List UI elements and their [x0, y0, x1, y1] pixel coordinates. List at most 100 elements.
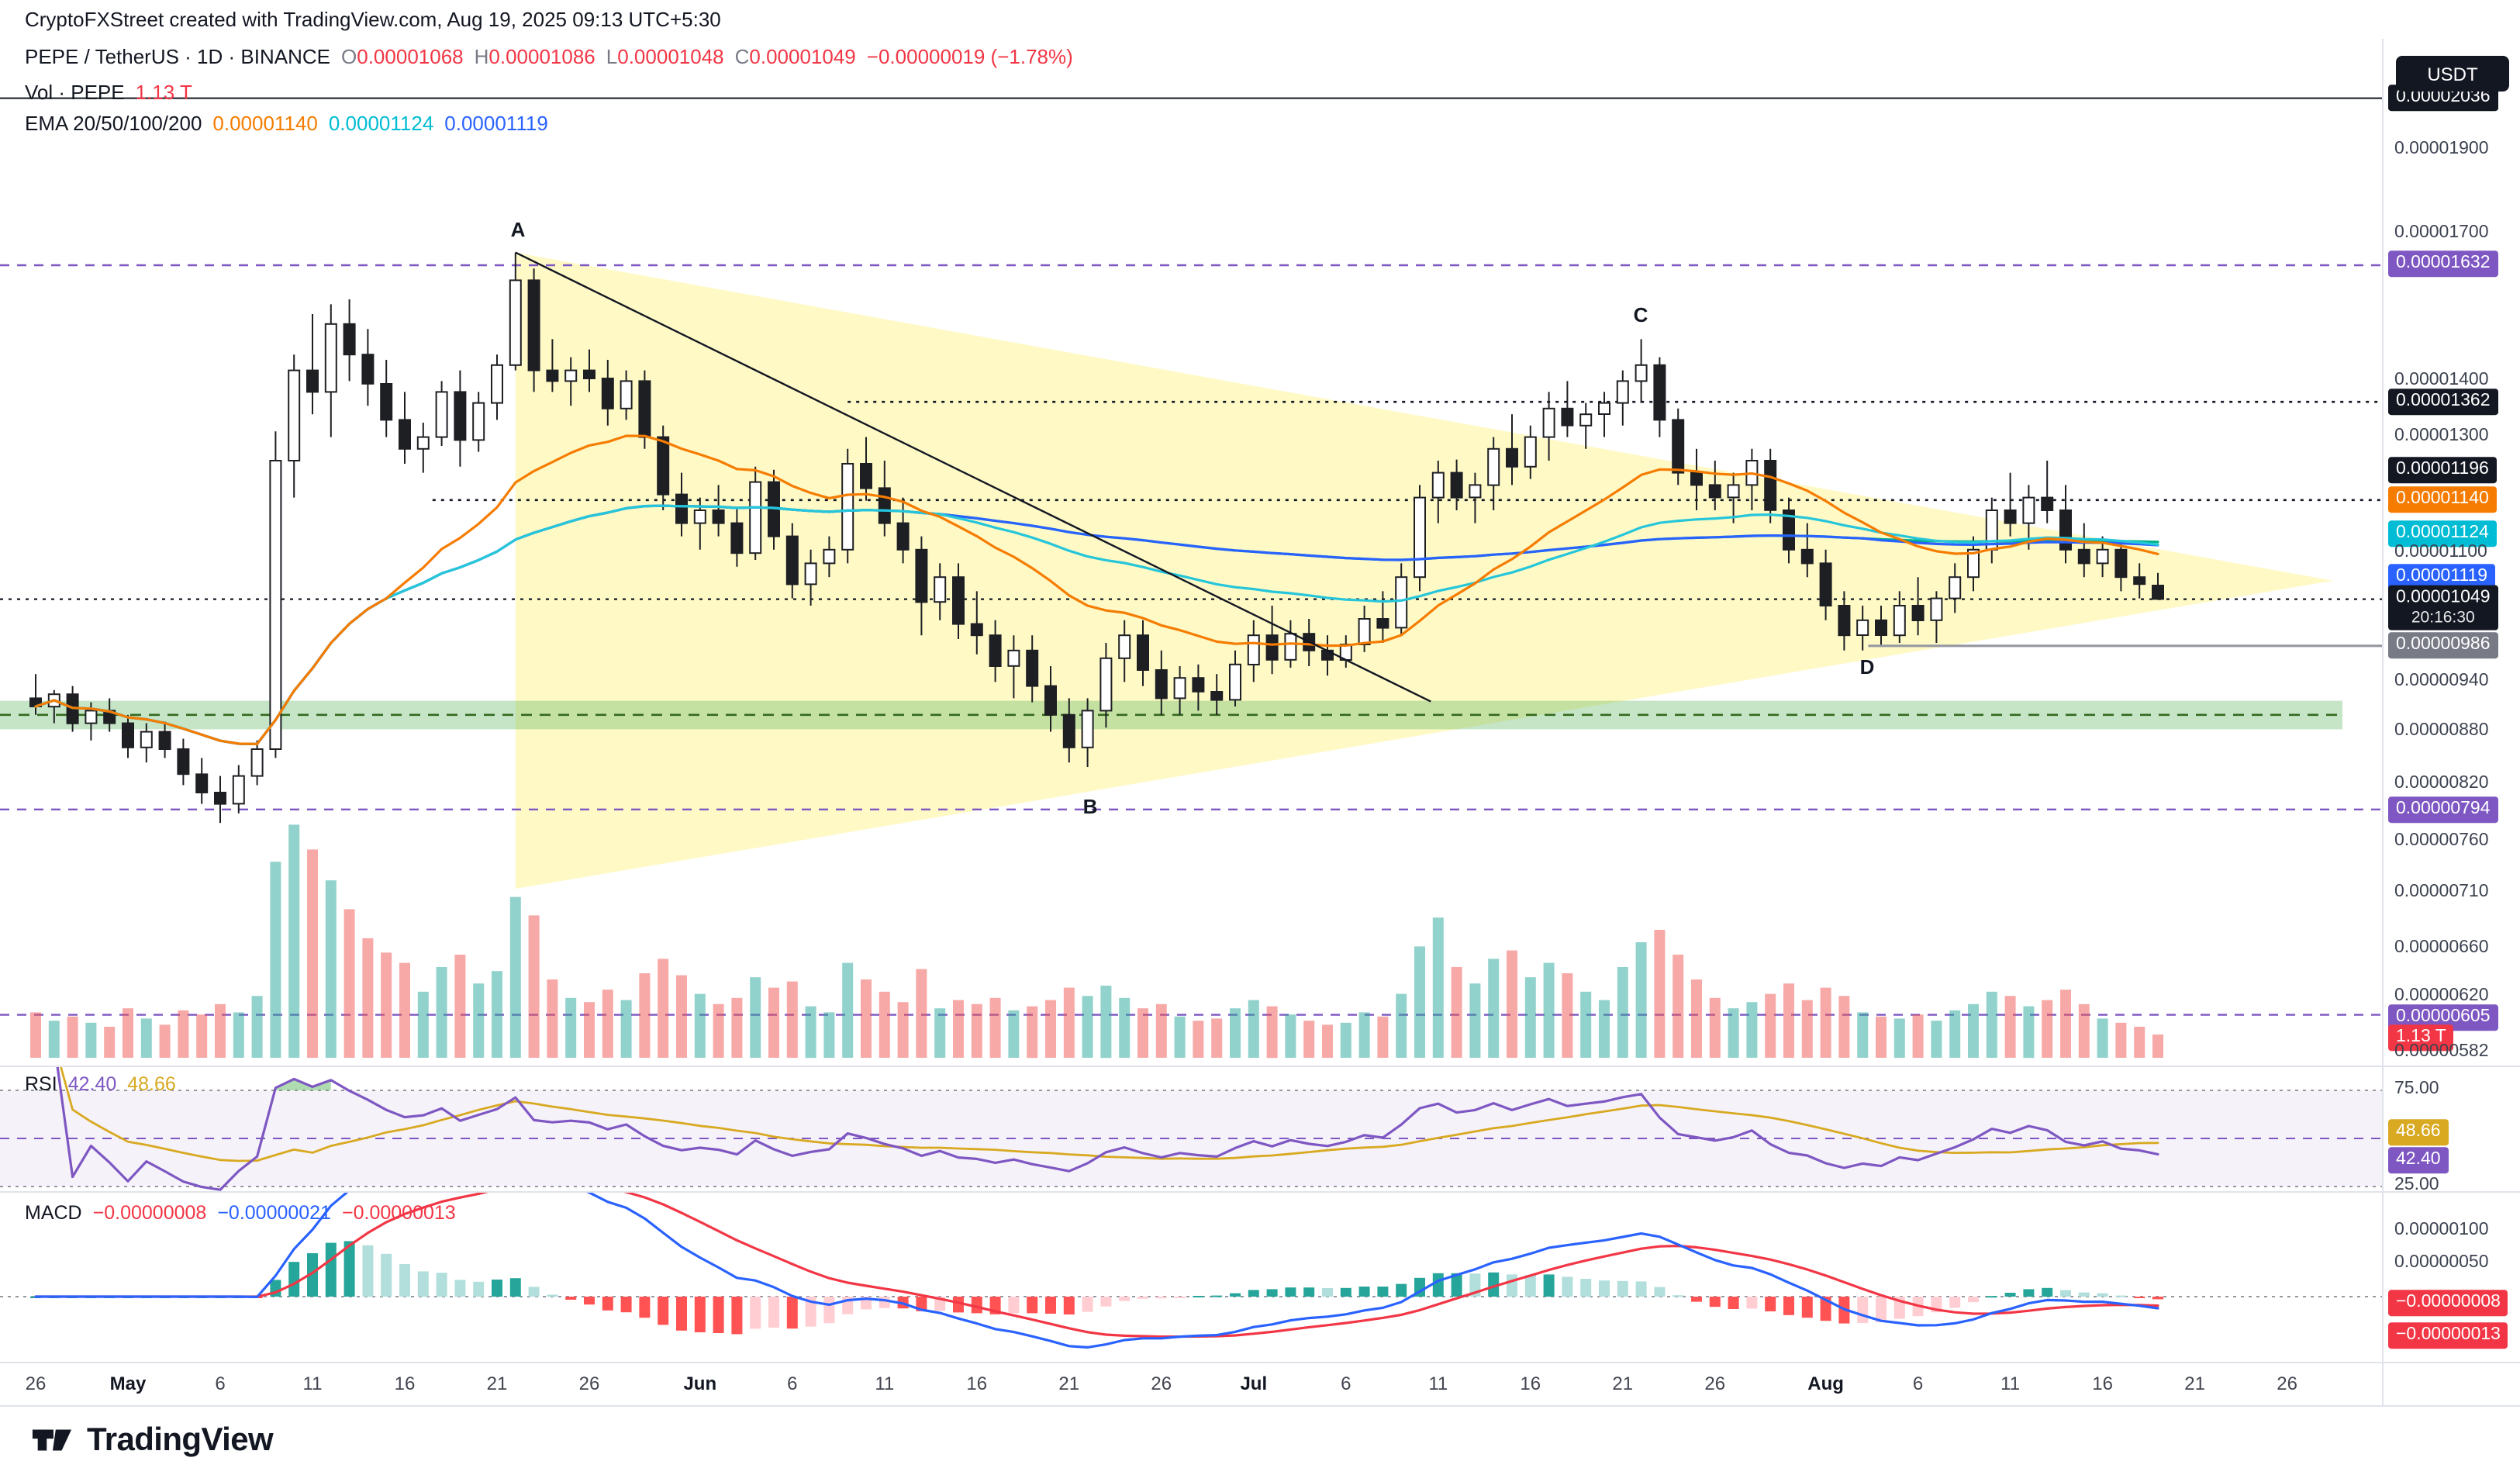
time-axis-label: Jun: [683, 1373, 717, 1394]
axis-badge: 0.00001124: [2388, 520, 2497, 547]
macd-legend-row[interactable]: MACD −0.00000008 −0.00000021 −0.00000013: [25, 1202, 456, 1224]
axis-badge: −0.00000013: [2388, 1322, 2508, 1349]
time-axis-label: 16: [2092, 1373, 2113, 1394]
ohlc-high: H0.00001086: [474, 45, 595, 68]
volume-label: Vol · PEPE: [25, 81, 125, 104]
time-axis-label: 26: [2277, 1373, 2297, 1394]
time-axis-label: 16: [966, 1373, 988, 1394]
time-axis-label: 21: [1058, 1373, 1080, 1394]
axis-badge: 0.00000605: [2388, 1004, 2498, 1031]
price-pane-canvas[interactable]: [0, 39, 2382, 1066]
macd-pane-canvas[interactable]: [0, 1191, 2382, 1362]
ema-legend-row[interactable]: EMA 20/50/100/200 0.00001140 0.00001124 …: [25, 112, 548, 135]
time-axis-label: 21: [1612, 1373, 1634, 1394]
axis-label: 0.00001400: [2394, 371, 2489, 390]
axis-divider: [2382, 39, 2384, 1405]
ohlc-low: L0.00001048: [606, 45, 724, 68]
change-value: −0.00000019 (−1.78%): [866, 45, 1073, 68]
axis-label: 0.00001100: [2394, 543, 2487, 562]
macd-hist-value: −0.00000008: [92, 1202, 207, 1224]
axis-badge: 42.40: [2388, 1147, 2449, 1173]
time-axis-label: 6: [787, 1373, 798, 1394]
axis-badge: 0.00001632: [2388, 250, 2498, 277]
time-axis-label: 21: [2184, 1373, 2205, 1394]
pane-divider[interactable]: [0, 1191, 2520, 1193]
rsi-ma-value: 48.66: [127, 1073, 176, 1095]
rsi-pane-canvas[interactable]: [0, 1066, 2382, 1191]
point-d-label[interactable]: D: [1859, 655, 1875, 679]
time-axis-label: 26: [1704, 1373, 1726, 1394]
symbol-title: PEPE / TetherUS · 1D · BINANCE: [25, 45, 330, 68]
axis-label: 0.00000820: [2394, 774, 2489, 793]
axis-badge: 0.00000794: [2388, 796, 2498, 823]
ema100-value: 0.00001119: [444, 112, 548, 135]
rsi-label: RSI: [25, 1073, 57, 1095]
time-axis-label: 11: [2000, 1373, 2021, 1394]
time-axis-label: 6: [1341, 1373, 1351, 1394]
attribution-text: CryptoFXStreet created with TradingView.…: [25, 8, 721, 31]
footer: TradingView: [0, 1405, 2520, 1475]
axis-label: 0.00000620: [2394, 986, 2489, 1006]
volume-legend-row[interactable]: Vol · PEPE 1.13 T: [25, 81, 192, 104]
pane-divider[interactable]: [0, 1066, 2520, 1067]
axis-badge: 0.00001049 20:16:30: [2388, 585, 2498, 631]
axis-label: 0.00000880: [2394, 721, 2489, 741]
axis-label: 0.00000582: [2394, 1042, 2489, 1062]
ema-label: EMA 20/50/100/200: [25, 112, 202, 135]
symbol-legend-row[interactable]: PEPE / TetherUS · 1D · BINANCE O0.000010…: [25, 45, 1073, 68]
time-axis-label: Jul: [1240, 1373, 1268, 1394]
tradingview-logo-icon[interactable]: [31, 1419, 73, 1461]
currency-toggle-button[interactable]: USDT: [2396, 56, 2509, 92]
price-scale[interactable]: 0.00002036 0.00001900 0.00001700 0.00001632…: [2384, 39, 2520, 1405]
time-axis-label: 11: [302, 1373, 323, 1394]
time-axis-label: 6: [1912, 1373, 1924, 1394]
axis-label: 75.00: [2394, 1079, 2439, 1099]
time-axis-label: 11: [1428, 1373, 1448, 1394]
pane-divider: [0, 1362, 2520, 1363]
axis-label: 0.00000660: [2394, 938, 2489, 958]
rsi-legend-row[interactable]: RSI 42.40 48.66: [25, 1073, 176, 1095]
point-b-label[interactable]: B: [1082, 795, 1098, 818]
axis-label: 25.00: [2394, 1176, 2439, 1195]
axis-badge: 48.66: [2388, 1119, 2449, 1145]
time-axis-label: 16: [394, 1373, 416, 1394]
volume-value: 1.13 T: [135, 81, 192, 104]
time-scale[interactable]: 26 May 6 11 16 21 26 Jun 6 11 16 21 26 Jul 6 11 16 21 26 Au…: [0, 1362, 2382, 1405]
time-axis-label: 11: [875, 1373, 895, 1394]
point-c-label[interactable]: C: [1633, 303, 1648, 326]
axis-badge: 0.00001140: [2388, 486, 2497, 513]
rsi-value: 42.40: [67, 1073, 117, 1095]
axis-label: 0.00000050: [2394, 1253, 2489, 1273]
point-a-label[interactable]: A: [510, 218, 526, 241]
time-axis-label: 16: [1520, 1373, 1541, 1394]
axis-badge: 1.13 T: [2388, 1024, 2454, 1051]
time-axis-label: 6: [215, 1373, 226, 1394]
axis-badge: 0.00000986: [2388, 632, 2498, 658]
brand-text[interactable]: TradingView: [87, 1421, 274, 1457]
attribution-bar: CryptoFXStreet created with TradingView.…: [0, 0, 2520, 39]
axis-label: 0.00001700: [2394, 223, 2489, 243]
pane-divider: [0, 1405, 2520, 1407]
axis-badge: −0.00000008: [2388, 1290, 2508, 1316]
axis-label: 0.00001300: [2394, 427, 2489, 446]
time-axis-label: 26: [578, 1373, 600, 1394]
macd-line-value: −0.00000021: [217, 1202, 331, 1224]
ema20-value: 0.00001140: [212, 112, 318, 135]
time-axis-label: May: [109, 1373, 147, 1394]
axis-label: 0.00000710: [2394, 883, 2489, 902]
macd-signal-value: −0.00000013: [342, 1202, 456, 1224]
macd-label: MACD: [25, 1202, 82, 1224]
time-axis-label: 26: [1151, 1373, 1172, 1394]
axis-label: 0.00000940: [2394, 672, 2489, 691]
axis-label: 0.00000760: [2394, 831, 2489, 851]
axis-badge: 0.00001362: [2388, 389, 2498, 415]
axis-badge: 0.00001196: [2388, 457, 2497, 483]
time-axis-label: Aug: [1807, 1373, 1844, 1394]
ema50-value: 0.00001124: [328, 112, 434, 135]
axis-label: 0.00000100: [2394, 1221, 2489, 1240]
axis-label: 0.00001900: [2394, 140, 2489, 159]
ohlc-close: C0.00001049: [734, 45, 856, 68]
time-axis-label: 21: [486, 1373, 508, 1394]
time-axis-label: 26: [25, 1373, 47, 1394]
